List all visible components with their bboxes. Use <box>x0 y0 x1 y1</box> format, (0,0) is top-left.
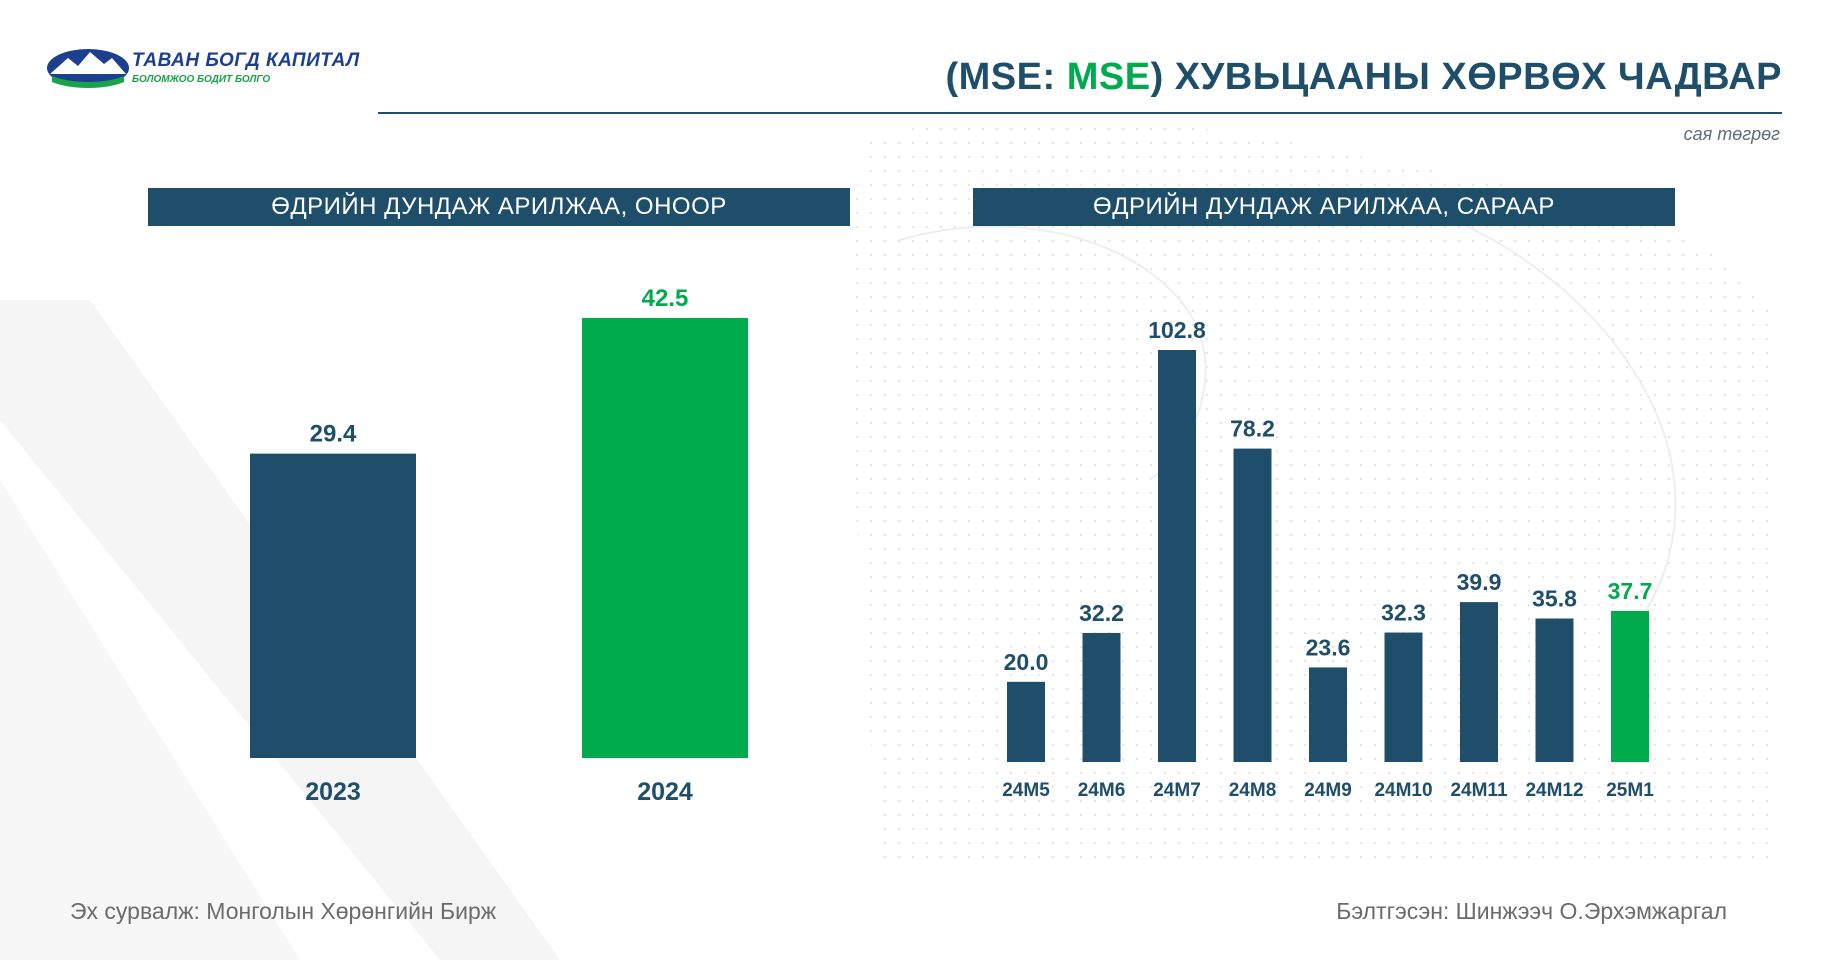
logo-name: ТАВАН БОГД КАПИТАЛ <box>132 50 360 71</box>
category-label-24M5: 24M5 <box>1002 780 1050 801</box>
category-label-2023: 2023 <box>305 778 361 806</box>
value-label-24M7: 102.8 <box>1148 317 1206 343</box>
title-prefix: (MSE: <box>945 56 1067 98</box>
page-title: (MSE: MSE) ХУВЬЦААНЫ ХӨРВӨХ ЧАДВАР <box>946 56 1783 99</box>
category-label-24M6: 24M6 <box>1078 780 1126 801</box>
category-label-2024: 2024 <box>637 778 693 806</box>
category-label-24M9: 24M9 <box>1304 780 1352 801</box>
mountain-logo-icon <box>47 49 129 88</box>
value-label-24M10: 32.3 <box>1381 600 1426 626</box>
bar-24M7 <box>1158 350 1196 762</box>
category-label-24M11: 24M11 <box>1450 780 1507 801</box>
title-divider <box>378 112 1782 114</box>
bar-24M11 <box>1460 602 1498 762</box>
footer-source: Эх сурвалж: Монголын Хөрөнгийн Бирж <box>70 898 497 924</box>
yearly-chart-title: ӨДРИЙН ДУНДАЖ АРИЛЖАА, ОНООР <box>148 188 850 226</box>
unit-label: сая төгрөг <box>1683 124 1780 144</box>
value-label-2024: 42.5 <box>642 285 689 312</box>
value-label-24M11: 39.9 <box>1457 569 1502 595</box>
category-label-24M10: 24M10 <box>1374 780 1432 801</box>
bar-2023 <box>250 453 416 758</box>
bar-24M12 <box>1535 618 1574 762</box>
value-label-2023: 29.4 <box>310 421 357 448</box>
category-label-24M8: 24M8 <box>1229 780 1277 801</box>
bar-24M6 <box>1082 632 1121 762</box>
logo-slogan: БОЛОМЖОО БОДИТ БОЛГО <box>132 74 271 85</box>
bar-24M9 <box>1309 667 1347 762</box>
title-suffix: ) ХУВЬЦААНЫ ХӨРВӨХ ЧАДВАР <box>1150 56 1782 98</box>
bar-24M8 <box>1233 448 1272 762</box>
monthly-chart-title: ӨДРИЙН ДУНДАЖ АРИЛЖАА, САРААР <box>973 188 1675 226</box>
bar-2024 <box>582 318 748 758</box>
value-label-24M9: 23.6 <box>1306 634 1351 660</box>
category-label-24M7: 24M7 <box>1153 780 1201 801</box>
company-logo: ТАВАН БОГД КАПИТАЛ БОЛОМЖОО БОДИТ БОЛГО <box>46 44 359 92</box>
bar-24M5 <box>1007 681 1045 762</box>
footer-author: Бэлтгэсэн: Шинжээч О.Эрхэмжаргал <box>1336 898 1727 924</box>
bar-25M1 <box>1611 610 1649 762</box>
value-label-24M8: 78.2 <box>1230 416 1275 442</box>
value-label-24M6: 32.2 <box>1079 600 1124 626</box>
bar-24M10 <box>1384 632 1423 762</box>
title-accent: MSE <box>1066 56 1151 98</box>
value-label-24M12: 35.8 <box>1532 586 1577 612</box>
value-label-24M5: 20.0 <box>1004 649 1049 675</box>
category-label-25M1: 25M1 <box>1606 780 1654 801</box>
value-label-25M1: 37.7 <box>1608 578 1653 604</box>
category-label-24M12: 24M12 <box>1525 780 1583 801</box>
